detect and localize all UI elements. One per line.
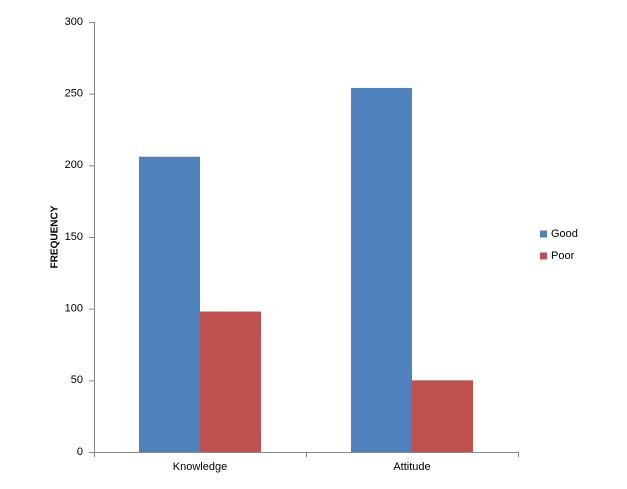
y-tick-label: 0 [77,446,83,458]
bar [412,380,473,452]
bar [351,87,412,452]
y-tick-label: 150 [65,231,83,243]
y-tick-label: 200 [65,159,83,171]
bar [200,311,261,452]
y-tick-label: 100 [65,303,83,315]
x-tick-label: Knowledge [173,461,227,473]
x-tick-label: Attitude [393,461,430,473]
y-axis-label: FREQUENCY [50,205,61,268]
legend-label: Poor [551,250,575,262]
legend-swatch [540,230,547,238]
legend-label: Good [551,228,578,240]
bar [139,156,200,452]
y-tick-label: 300 [65,16,83,28]
legend-swatch [540,252,547,260]
y-tick-label: 50 [71,374,83,386]
y-tick-label: 250 [65,88,83,100]
